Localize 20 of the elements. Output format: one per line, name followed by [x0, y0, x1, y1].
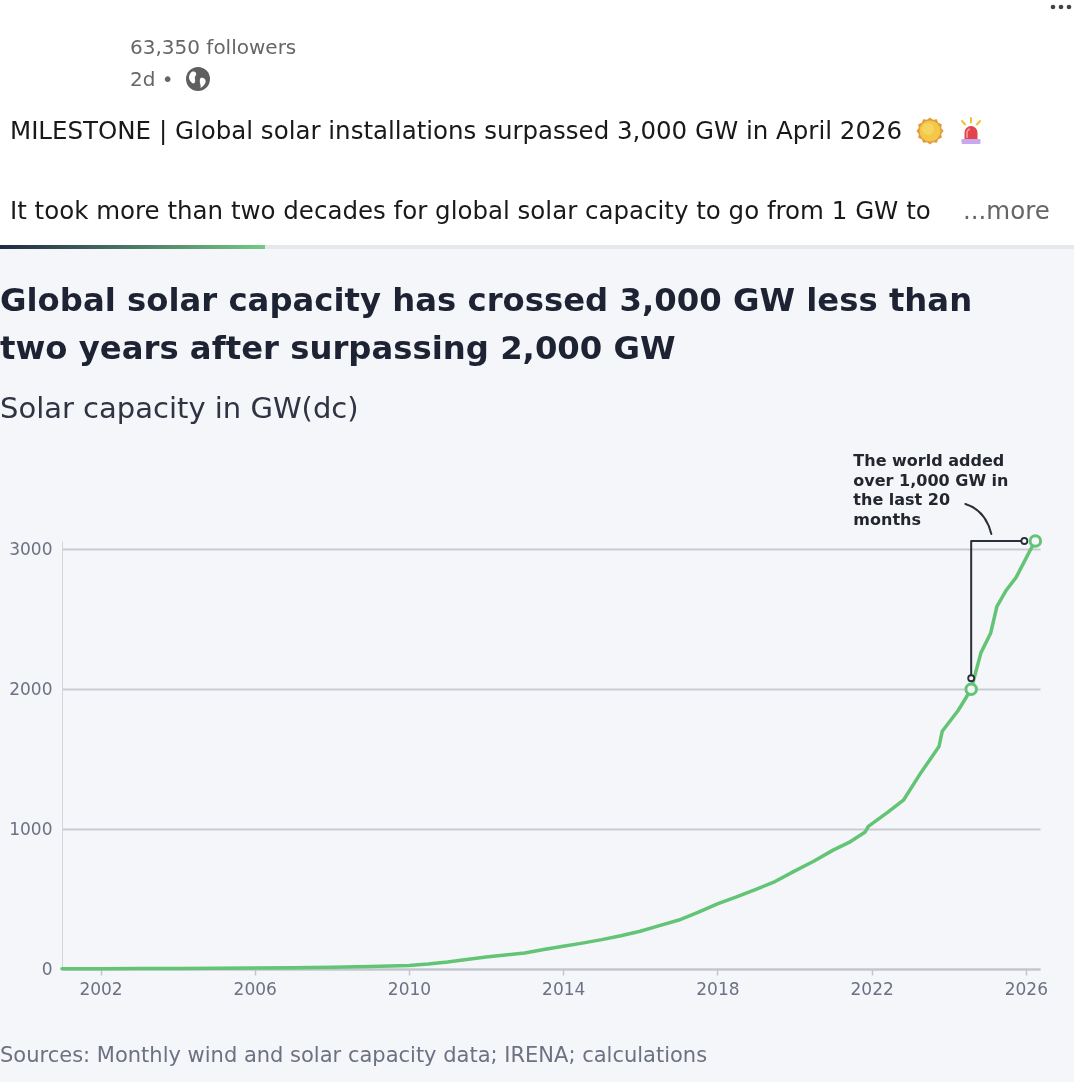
text: 63,350 followers [130, 35, 297, 59]
x-tick-label: 2002 [79, 978, 123, 999]
x-tick-label: 2006 [233, 978, 277, 999]
chart-subtitle: Solar capacity in GW(dc) [0, 391, 359, 425]
y-tick-label: 3000 [9, 538, 53, 559]
chart-title: Global solar capacity has crossed 3,000 GW less than two years after surpassing 2,000 GW [0, 280, 974, 369]
source-note: Sources: Monthly wind and solar capacity data; IRENA; calculations [0, 1042, 708, 1068]
x-tick-label: 2022 [850, 978, 894, 999]
annotation: The world added over 1,000 GW in the last 20 months [853, 451, 1010, 529]
text: It took more than two decades for global solar capacity to go from 1 GW to [10, 196, 931, 226]
y-tick-label: 1000 [9, 818, 53, 839]
y-tick-label: 2000 [9, 678, 53, 699]
x-tick-label: 2014 [542, 978, 586, 999]
text: ...more [963, 196, 1050, 226]
x-tick-label: 2026 [1004, 978, 1048, 999]
x-tick-label: 2010 [387, 978, 432, 999]
x-tick-label: 2018 [696, 978, 740, 999]
y-tick-label: 0 [41, 958, 53, 979]
text: 2d • [130, 66, 174, 93]
text: MILESTONE | Global solar installations surpassed 3,000 GW in April 2026 [10, 116, 903, 146]
